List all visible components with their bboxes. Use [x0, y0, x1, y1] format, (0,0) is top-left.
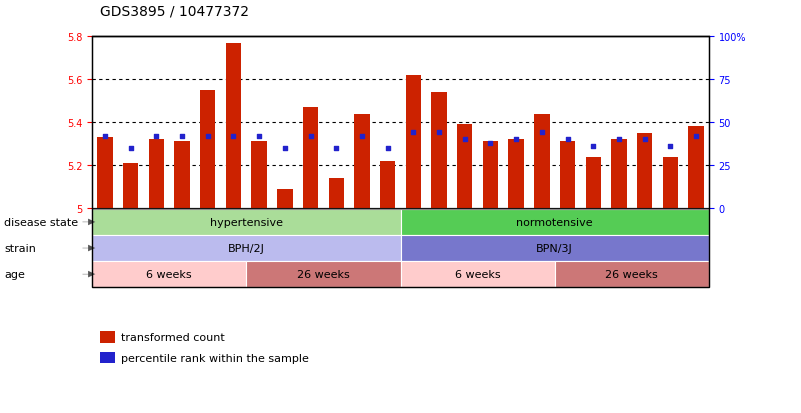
Point — [201, 133, 214, 140]
Point — [484, 140, 497, 147]
Point — [509, 137, 522, 143]
Point — [613, 137, 626, 143]
Point — [227, 133, 239, 140]
Bar — [483, 142, 498, 209]
Bar — [688, 127, 704, 209]
Bar — [252, 142, 267, 209]
Bar — [662, 157, 678, 209]
Point — [381, 145, 394, 152]
Bar — [175, 142, 190, 209]
Point — [458, 137, 471, 143]
Text: normotensive: normotensive — [517, 217, 593, 228]
Point — [407, 130, 420, 136]
Bar — [123, 164, 139, 209]
Bar — [226, 44, 241, 209]
Bar — [277, 189, 292, 209]
Bar — [611, 140, 626, 209]
Point — [433, 130, 445, 136]
Text: transformed count: transformed count — [121, 332, 225, 342]
Point — [535, 130, 548, 136]
Bar — [200, 91, 215, 209]
Point — [356, 133, 368, 140]
Point — [638, 137, 651, 143]
Point — [175, 133, 188, 140]
Bar — [431, 93, 447, 209]
Text: 26 weeks: 26 weeks — [606, 269, 658, 280]
Point — [304, 133, 317, 140]
Point — [664, 144, 677, 150]
Point — [690, 133, 702, 140]
Bar — [380, 161, 396, 209]
Bar — [457, 125, 473, 209]
Point — [99, 133, 111, 140]
Bar — [303, 108, 318, 209]
Bar — [637, 133, 652, 209]
Point — [562, 137, 574, 143]
Point — [150, 133, 163, 140]
Bar — [560, 142, 575, 209]
Bar — [586, 157, 601, 209]
Bar — [97, 138, 113, 209]
Text: BPH/2J: BPH/2J — [227, 243, 265, 254]
Text: GDS3895 / 10477372: GDS3895 / 10477372 — [100, 5, 249, 19]
Text: 26 weeks: 26 weeks — [297, 269, 350, 280]
Bar — [149, 140, 164, 209]
Bar — [405, 76, 421, 209]
Bar — [354, 114, 369, 209]
Text: age: age — [4, 269, 25, 280]
Point — [587, 144, 600, 150]
Text: disease state: disease state — [4, 217, 78, 228]
Point — [253, 133, 266, 140]
Text: strain: strain — [4, 243, 36, 254]
Bar — [328, 178, 344, 209]
Text: BPN/3J: BPN/3J — [537, 243, 573, 254]
Text: 6 weeks: 6 weeks — [147, 269, 192, 280]
Bar — [534, 114, 549, 209]
Text: percentile rank within the sample: percentile rank within the sample — [121, 353, 309, 363]
Point — [124, 145, 137, 152]
Text: hypertensive: hypertensive — [210, 217, 283, 228]
Text: 6 weeks: 6 weeks — [455, 269, 501, 280]
Bar — [509, 140, 524, 209]
Point — [279, 145, 292, 152]
Point — [330, 145, 343, 152]
